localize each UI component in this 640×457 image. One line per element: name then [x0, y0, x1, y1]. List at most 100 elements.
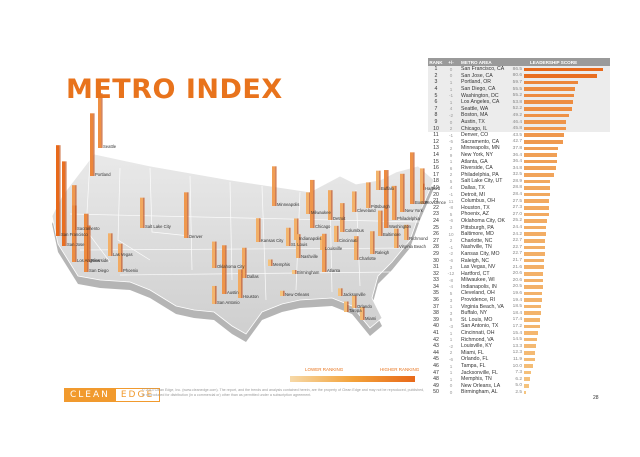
rank-cell: 13 [433, 145, 439, 152]
score-bar-track [524, 377, 610, 381]
score-cell: 5.0 [515, 383, 522, 389]
score-cell: 20.5 [512, 284, 522, 290]
city-bar [420, 183, 425, 204]
score-cell: 22.7 [512, 238, 522, 244]
rank-cell: 12 [433, 138, 439, 145]
delta-cell: -1 [448, 244, 454, 250]
score-bar [524, 245, 545, 250]
delta-cell: 5 [449, 290, 453, 296]
rank-cell: 22 [433, 204, 439, 211]
score-cell: 28.8 [512, 185, 522, 191]
rank-cell: 17 [433, 171, 439, 178]
city-label: Cincinnati [339, 238, 358, 243]
city-bar [294, 218, 299, 240]
score-bar-track [524, 225, 610, 230]
score-cell: 49.2 [512, 112, 522, 118]
delta-cell: 1 [449, 337, 453, 343]
table-header: RANK +/- METRO AREA LEADERSHIP SCORE [428, 58, 610, 66]
score-cell: 42.7 [512, 139, 522, 145]
score-bar-track [524, 87, 610, 91]
score-bar [524, 100, 574, 105]
score-cell: 28.4 [512, 192, 522, 198]
metro-cell: Virginia Beach, VA [461, 303, 504, 310]
city-label: Charlotte [359, 256, 376, 261]
score-cell: 45.8 [512, 126, 522, 132]
delta-cell: 1 [449, 159, 453, 165]
score-cell: 17.4 [512, 317, 522, 323]
score-bar-track [524, 232, 610, 236]
table-row: 40 -3 San Antonio, TX 17.2 [428, 323, 610, 330]
city-label: Minneapolis [277, 202, 300, 207]
table-row: 50 0 Birmingham, AL 2.5 [428, 389, 610, 396]
city-label: New York [405, 208, 423, 213]
rank-cell: 45 [433, 356, 439, 363]
city-bar [72, 205, 77, 262]
table-row: 26 10 Baltimore, MD 24.2 [428, 231, 610, 238]
score-bar [524, 291, 542, 296]
score-bar-track [524, 80, 610, 85]
score-bar-track [524, 370, 610, 375]
rank-cell: 4 [434, 86, 438, 93]
legend-low-label: LOWER RANKING [305, 367, 344, 372]
metro-cell: Miami, FL [461, 349, 484, 356]
delta-cell: 5 [449, 211, 453, 217]
page-title: METRO INDEX [66, 74, 283, 105]
city-label: Baltimore [383, 232, 401, 237]
delta-cell: 5 [449, 317, 453, 323]
metro-cell: Houston, TX [461, 204, 490, 211]
city-label: Richmond [409, 236, 428, 241]
metro-cell: Oklahoma City, OK [461, 217, 506, 224]
table-row: 16 6 Riverside, CA 34.8 [428, 165, 610, 172]
metro-cell: Seattle, WA [461, 105, 489, 112]
rank-cell: 10 [433, 125, 439, 132]
rank-cell: 7 [434, 105, 438, 112]
rank-cell: 35 [433, 290, 439, 297]
rank-cell: 28 [433, 244, 439, 251]
score-cell: 7.3 [515, 370, 522, 376]
metro-cell: St. Louis, MO [461, 316, 493, 323]
table-row: 19 4 Dallas, TX 28.8 [428, 185, 610, 192]
city-label: Raleigh [375, 250, 390, 255]
city-label: Hartford [425, 186, 441, 191]
table-row: 18 5 Salt Lake City, UT 28.9 [428, 178, 610, 185]
rank-cell: 33 [433, 277, 439, 284]
score-bar-track [524, 245, 610, 250]
table-row: 9 0 Austin, TX 46.4 [428, 118, 610, 126]
score-bar-track [524, 113, 610, 118]
rank-cell: 44 [433, 349, 439, 356]
city-label: Seattle [103, 144, 117, 149]
score-cell: 52.2 [512, 106, 522, 112]
score-bar-track [524, 311, 610, 316]
score-cell: 14.5 [512, 337, 522, 343]
table-row: 5 -1 Washington, DC 55.2 [428, 92, 610, 99]
delta-cell: 10 [448, 231, 454, 237]
rank-cell: 20 [433, 191, 439, 198]
score-bar [524, 140, 563, 144]
city-bars [56, 93, 425, 320]
metro-cell: Columbus, OH [461, 198, 496, 205]
metro-cell: Dallas, TX [461, 184, 485, 191]
rank-cell: 46 [433, 363, 439, 370]
city-label: Washington [389, 224, 411, 229]
metro-cell: Memphis, TN [461, 376, 492, 383]
city-label: Salt Lake City [145, 224, 171, 229]
rank-cell: 5 [434, 92, 438, 99]
delta-cell: -6 [448, 356, 454, 362]
metro-cell: Riverside, CA [461, 165, 493, 172]
score-cell: 27.5 [512, 198, 522, 204]
rank-cell: 9 [434, 119, 438, 126]
metro-cell: Minneapolis, MN [461, 145, 500, 152]
score-cell: 32.5 [512, 172, 522, 178]
table-row: 8 -2 Boston, MA 49.2 [428, 112, 610, 119]
score-bar-track [524, 192, 610, 197]
score-bar-track [524, 120, 610, 124]
table-row: 41 1 Cincinnati, OH 15.4 [428, 330, 610, 337]
score-bar [524, 324, 540, 329]
score-cell: 43.5 [512, 132, 522, 138]
score-bar-track [524, 199, 610, 203]
delta-cell: -2 [448, 343, 454, 349]
table-row: 31 3 Las Vegas, NV 21.6 [428, 264, 610, 271]
city-bar [334, 225, 339, 242]
table-row: 21 11 Columbus, OH 27.5 [428, 198, 610, 205]
